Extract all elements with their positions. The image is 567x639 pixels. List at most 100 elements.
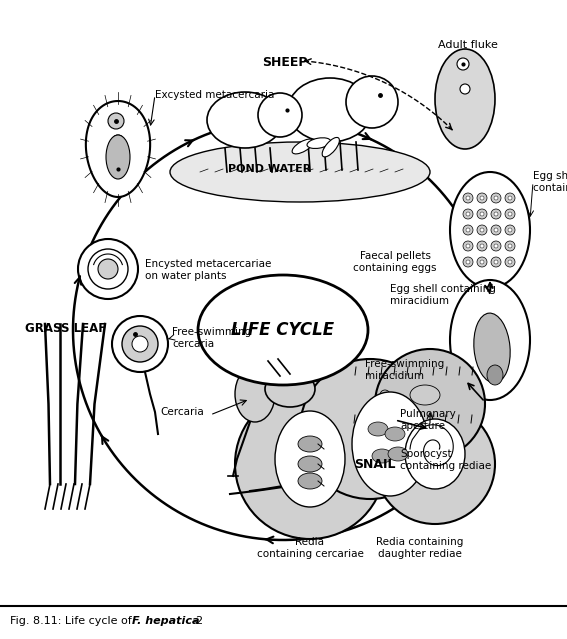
Circle shape (463, 225, 473, 235)
Circle shape (494, 260, 498, 264)
Circle shape (463, 209, 473, 219)
Ellipse shape (307, 138, 331, 148)
Circle shape (88, 249, 128, 289)
Text: LIFE CYCLE: LIFE CYCLE (231, 321, 335, 339)
Circle shape (122, 326, 158, 362)
Circle shape (466, 260, 470, 264)
Circle shape (480, 196, 484, 200)
Ellipse shape (372, 449, 392, 463)
Circle shape (375, 404, 495, 524)
Text: GRASS LEAF: GRASS LEAF (25, 321, 106, 334)
Circle shape (300, 359, 440, 499)
Ellipse shape (410, 385, 440, 405)
Ellipse shape (388, 447, 408, 461)
Circle shape (477, 241, 487, 251)
Circle shape (78, 239, 138, 299)
Circle shape (477, 225, 487, 235)
Text: Excysted metacercaria: Excysted metacercaria (155, 90, 274, 100)
Circle shape (375, 349, 485, 459)
Circle shape (380, 390, 390, 400)
Text: Egg shell containing
miracidium: Egg shell containing miracidium (390, 284, 496, 306)
Circle shape (480, 260, 484, 264)
Circle shape (491, 225, 501, 235)
Circle shape (112, 316, 168, 372)
Text: F. hepatica: F. hepatica (132, 616, 200, 626)
Text: SNAIL: SNAIL (354, 458, 396, 470)
Text: Fig. 8.11: Life cycle of: Fig. 8.11: Life cycle of (10, 616, 136, 626)
Ellipse shape (235, 366, 275, 422)
Circle shape (505, 225, 515, 235)
Circle shape (494, 212, 498, 216)
Text: Encysted metacercariae
on water plants: Encysted metacercariae on water plants (145, 259, 272, 281)
Text: Sporocyst
containing rediae: Sporocyst containing rediae (400, 449, 491, 471)
Text: SHEEP: SHEEP (263, 56, 308, 68)
Text: Pulmonary
aperture: Pulmonary aperture (400, 409, 456, 431)
Ellipse shape (385, 427, 405, 441)
Ellipse shape (298, 473, 322, 489)
Ellipse shape (265, 371, 315, 407)
Text: Cercaria: Cercaria (160, 407, 204, 417)
Ellipse shape (474, 313, 510, 383)
Ellipse shape (347, 375, 483, 415)
Ellipse shape (198, 275, 368, 385)
Circle shape (505, 193, 515, 203)
Circle shape (491, 241, 501, 251)
Ellipse shape (207, 92, 283, 148)
Circle shape (457, 58, 469, 70)
Circle shape (491, 209, 501, 219)
Ellipse shape (450, 172, 530, 288)
Circle shape (508, 228, 512, 232)
Ellipse shape (428, 427, 456, 447)
Ellipse shape (298, 436, 322, 452)
Circle shape (466, 196, 470, 200)
Circle shape (477, 209, 487, 219)
Circle shape (494, 244, 498, 248)
Ellipse shape (435, 49, 495, 149)
Circle shape (346, 76, 398, 128)
Text: Free-swimming
cercaria: Free-swimming cercaria (172, 327, 251, 349)
Circle shape (480, 228, 484, 232)
Circle shape (98, 259, 118, 279)
Circle shape (491, 257, 501, 267)
Circle shape (235, 389, 385, 539)
Circle shape (505, 209, 515, 219)
Text: Egg shell
containing embryo: Egg shell containing embryo (533, 171, 567, 193)
Ellipse shape (375, 417, 485, 461)
Circle shape (112, 135, 124, 147)
Circle shape (480, 212, 484, 216)
Ellipse shape (352, 392, 428, 496)
Text: -2: -2 (192, 616, 203, 626)
Circle shape (508, 212, 512, 216)
Circle shape (466, 228, 470, 232)
Text: POND WATER: POND WATER (229, 164, 312, 174)
Ellipse shape (275, 411, 345, 507)
Ellipse shape (368, 422, 388, 436)
Ellipse shape (322, 137, 340, 157)
Circle shape (508, 196, 512, 200)
Circle shape (466, 244, 470, 248)
Ellipse shape (398, 429, 426, 449)
Circle shape (258, 93, 302, 137)
Circle shape (508, 244, 512, 248)
Circle shape (505, 241, 515, 251)
Circle shape (480, 244, 484, 248)
Ellipse shape (288, 78, 372, 142)
Ellipse shape (450, 280, 530, 400)
Ellipse shape (405, 419, 465, 489)
Ellipse shape (487, 365, 503, 385)
Text: Redia
containing cercariae: Redia containing cercariae (256, 537, 363, 558)
Circle shape (460, 84, 470, 94)
Circle shape (494, 228, 498, 232)
Circle shape (463, 241, 473, 251)
Circle shape (466, 212, 470, 216)
Circle shape (477, 193, 487, 203)
Ellipse shape (298, 456, 322, 472)
Text: Free-swimming
miracidium: Free-swimming miracidium (365, 359, 445, 381)
Text: Redia containing
daughter rediae: Redia containing daughter rediae (376, 537, 464, 558)
Circle shape (463, 257, 473, 267)
Polygon shape (86, 101, 150, 197)
Circle shape (508, 260, 512, 264)
Text: Faecal pellets
containing eggs: Faecal pellets containing eggs (353, 251, 437, 273)
Circle shape (494, 196, 498, 200)
Ellipse shape (292, 139, 314, 154)
